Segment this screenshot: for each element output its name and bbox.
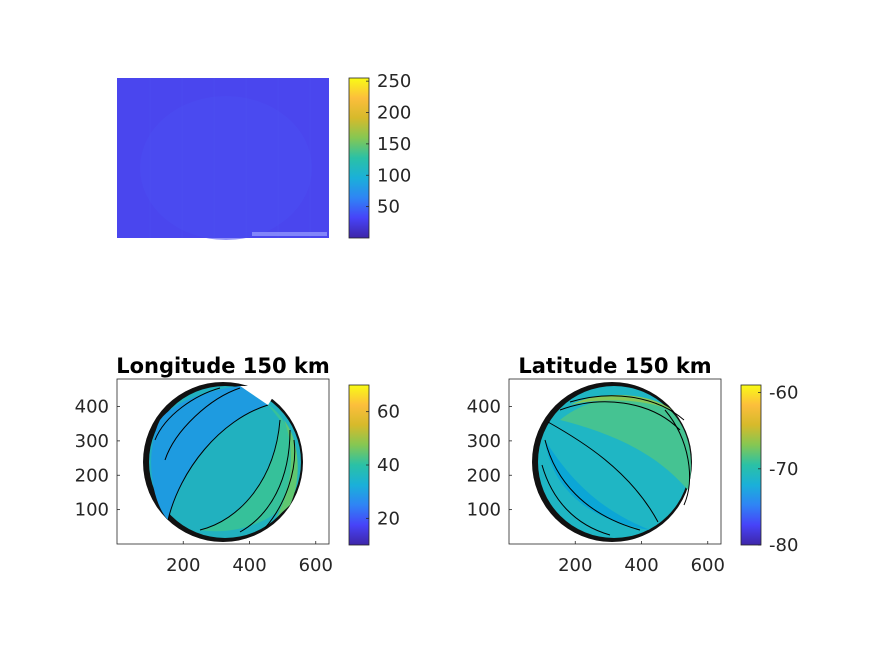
latitude-axis-ticks: 200 400 600 100 200 300 400 <box>467 397 725 577</box>
y-tick-label: 100 <box>467 500 501 521</box>
x-tick-label: 400 <box>232 555 266 576</box>
longitude-panel: Longitude 150 km 200 400 600 100 200 300 400 2… <box>75 354 400 576</box>
y-tick-label: 400 <box>75 397 109 418</box>
colorbar-tick-label: 200 <box>377 103 411 124</box>
colorbar-tick-label: 150 <box>377 134 411 155</box>
colorbar-gradient <box>348 77 370 239</box>
longitude-contours <box>154 387 296 533</box>
y-tick-label: 200 <box>467 465 501 486</box>
longitude-cut-edge <box>240 386 280 405</box>
colorbar-tick-label: 250 <box>377 71 411 92</box>
x-tick-label: 600 <box>299 555 333 576</box>
colorbar-tick-label: 50 <box>377 197 400 218</box>
colorbar-tick-label: -60 <box>769 383 798 404</box>
x-tick-label: 600 <box>691 555 725 576</box>
longitude-axis-ticks: 200 400 600 100 200 300 400 <box>75 397 333 577</box>
y-tick-label: 200 <box>75 465 109 486</box>
colorbar-tick-label: 20 <box>377 508 400 529</box>
longitude-band-right <box>200 405 295 532</box>
image-noise-lines <box>149 78 311 238</box>
colorbar-longitude: 20 40 60 <box>348 384 400 546</box>
longitude-band-far-right <box>276 420 298 518</box>
colorbar-tick-label: 100 <box>377 165 411 186</box>
x-tick-label: 200 <box>558 555 592 576</box>
latitude-contours <box>541 395 690 536</box>
y-tick-label: 300 <box>75 431 109 452</box>
y-tick-label: 300 <box>467 431 501 452</box>
latitude-title: Latitude 150 km <box>518 354 711 378</box>
x-tick-label: 200 <box>166 555 200 576</box>
latitude-band-upper <box>560 397 691 490</box>
colorbar-tick-label: 60 <box>377 402 400 423</box>
colorbar-latitude: -80 -70 -60 <box>740 383 798 556</box>
y-tick-label: 400 <box>467 397 501 418</box>
longitude-map <box>143 382 303 542</box>
colorbar-image: 50 100 150 200 250 <box>348 71 411 239</box>
colorbar-tick-label: -80 <box>769 535 798 556</box>
image-panel: 50 100 150 200 250 <box>117 71 411 240</box>
x-tick-label: 400 <box>624 555 658 576</box>
longitude-title: Longitude 150 km <box>116 354 330 378</box>
image-halo <box>140 96 312 240</box>
colorbar-tick-label: -70 <box>769 459 798 480</box>
colorbar-tick-label: 40 <box>377 455 400 476</box>
latitude-panel: Latitude 150 km 200 400 600 100 200 300 400 -8… <box>467 354 799 576</box>
longitude-band-left <box>151 386 268 520</box>
latitude-band-top <box>570 394 672 410</box>
y-tick-label: 100 <box>75 500 109 521</box>
latitude-map <box>532 382 692 542</box>
image-stamp <box>252 232 327 236</box>
colorbar-gradient <box>740 384 762 546</box>
